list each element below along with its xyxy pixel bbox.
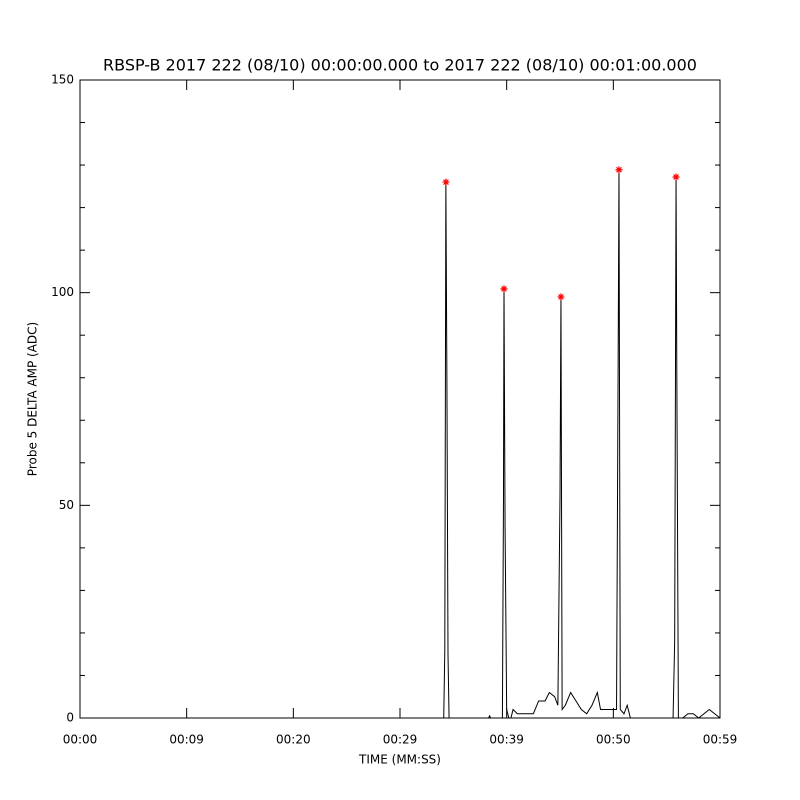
chart-title: RBSP-B 2017 222 (08/10) 00:00:00.000 to … bbox=[103, 56, 697, 75]
peak-marker bbox=[442, 178, 450, 186]
y-axis-label: Probe 5 DELTA AMP (ADC) bbox=[26, 322, 40, 476]
peak-marker bbox=[500, 285, 508, 293]
x-tick-label: 00:09 bbox=[169, 733, 204, 747]
x-axis-label: TIME (MM:SS) bbox=[358, 753, 441, 767]
y-tick-label: 150 bbox=[51, 73, 74, 87]
x-tick-label: 00:50 bbox=[596, 733, 631, 747]
x-tick-label: 00:29 bbox=[383, 733, 418, 747]
x-tick-label: 00:20 bbox=[276, 733, 311, 747]
x-tick-label: 00:39 bbox=[489, 733, 524, 747]
y-tick-label: 0 bbox=[66, 711, 74, 725]
peak-marker bbox=[557, 293, 565, 301]
x-tick-label: 00:00 bbox=[63, 733, 98, 747]
y-tick-label: 50 bbox=[59, 498, 74, 512]
data-line bbox=[80, 169, 721, 719]
x-tick-label: 00:59 bbox=[703, 733, 738, 747]
y-tick-label: 100 bbox=[51, 285, 74, 299]
peak-marker bbox=[672, 173, 680, 181]
peak-marker bbox=[615, 166, 623, 174]
